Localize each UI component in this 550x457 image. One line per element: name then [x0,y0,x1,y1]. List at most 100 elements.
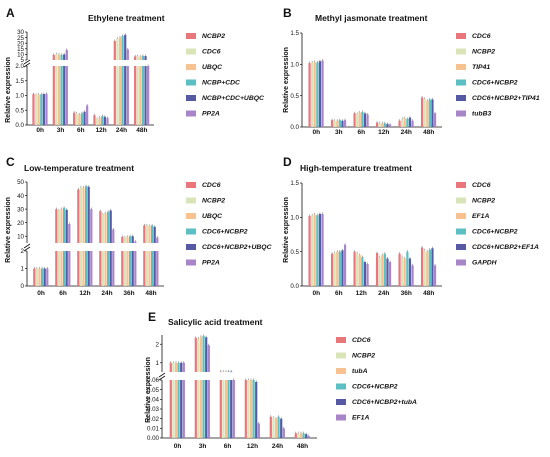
bar [333,120,336,127]
bar [388,124,392,127]
bar [313,61,316,127]
bar [255,381,258,438]
bar-upper [126,49,129,60]
bar [423,98,426,127]
legend-swatch [186,95,196,101]
y-tick-label: 0.05 [147,387,160,394]
x-tick-label: 36h [123,290,134,297]
x-tick-label: 6h [59,290,67,297]
legend-label: CDC6 [352,337,371,344]
legend-label: CDC6+NCBP2+UBQC [202,244,272,251]
bar [57,66,61,125]
bar [398,120,401,127]
bar [172,380,175,438]
bar [121,251,124,286]
legend-label: UBQC [202,64,222,71]
bar [433,265,437,286]
legend-swatch [456,228,466,235]
bar [408,117,412,127]
bar [252,380,255,438]
legend-swatch [456,48,466,55]
bar [341,250,344,286]
bar [68,251,71,286]
bar [147,66,150,125]
bar [305,434,308,438]
bar [134,251,137,286]
bar [41,268,44,286]
bar [118,66,122,125]
legend-swatch [456,110,466,117]
legend-label: CDC6 [202,49,221,56]
bar [381,255,384,286]
x-tick-label: 36h [401,290,412,297]
y-tick-label: 0.0 [290,124,299,131]
bar [406,118,409,127]
legend-label: NCBP2 [202,198,225,205]
bar [426,251,429,286]
legend-label: CDC6 [472,33,491,40]
panel-letter: B [283,6,292,20]
bar [230,380,233,438]
bar [343,244,347,286]
legend-label: PP2A [202,260,220,267]
bar-upper [82,187,85,243]
x-tick-label: 24h [116,127,127,134]
bar [426,100,429,127]
bar [112,251,115,286]
panel-title: Low-temperature treatment [24,163,134,173]
bar [126,66,129,125]
bar [85,251,88,286]
bar-upper [129,236,132,243]
y-tick-label: 10 [17,233,24,240]
bar [361,111,364,127]
bar [33,268,36,286]
y-tick-label: 10 [17,52,24,59]
axis-break-mark [158,372,166,378]
bar-upper [141,55,145,60]
y-tick-label: 0.06 [147,377,160,384]
panel-e: E Salicylic acid treatment Relative expres… [145,310,417,450]
bar [297,433,300,438]
axis-break-mark [23,62,31,68]
bar [182,380,185,438]
y-tick-label: 0.0 [15,122,24,129]
y-tick-label: 0.5 [290,93,299,100]
legend-swatch [186,110,196,117]
legend-swatch [186,228,196,235]
bar-upper [52,54,55,60]
bar [205,380,208,438]
bar [318,61,322,128]
bar-upper [145,225,149,243]
bar [42,94,45,125]
legend-swatch [186,33,196,39]
bar [199,380,203,438]
bar [55,251,58,286]
bar-upper [177,362,180,372]
bar [336,251,339,286]
bar [144,66,147,125]
y-tick-label: 20 [17,220,24,227]
bar [406,251,409,286]
bar-upper [156,237,159,243]
legend-swatch [186,259,196,266]
bar-upper [63,207,66,243]
bar-upper [136,56,139,60]
panel-title: Methyl jasmonate treatment [315,13,428,23]
y-tick-label: 2.0 [15,63,24,70]
bar [87,251,90,286]
bar [63,66,66,125]
legend-swatch [186,48,196,55]
bar-upper [151,225,154,243]
legend-swatch [186,197,196,204]
bar-upper [60,209,63,243]
legend-swatch [336,399,346,405]
y-tick-label: 25 [17,35,24,42]
bar-upper [99,211,102,243]
x-tick-label: 0h [37,290,45,297]
legend-label: CDC6+NCBP2+tubA [352,399,417,406]
bar [63,251,66,286]
bar [126,251,129,286]
bar [375,253,379,286]
y-tick-label: 1.5 [290,180,299,187]
